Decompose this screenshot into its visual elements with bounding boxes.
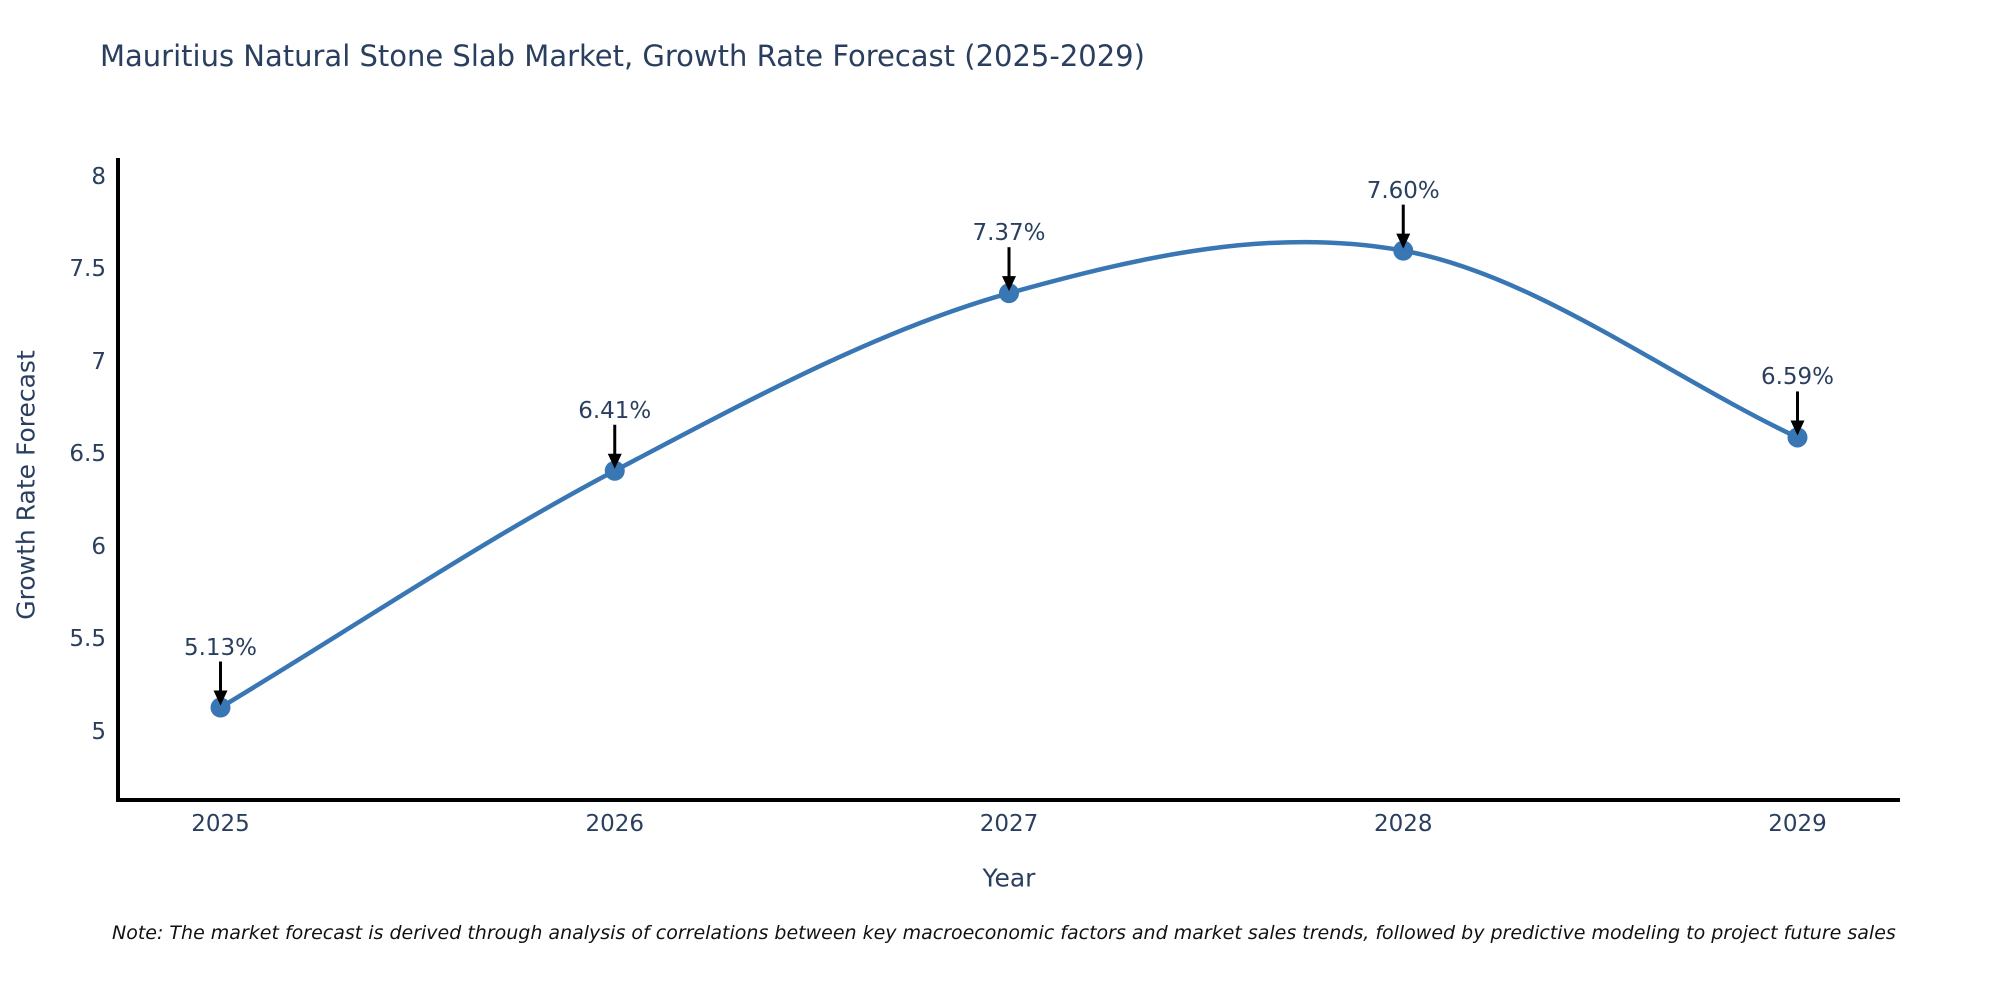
forecast-line <box>218 239 1800 710</box>
x-tick-label: 2028 <box>1373 811 1433 837</box>
point-value-label: 7.60% <box>1366 177 1440 204</box>
y-tick-label: 8 <box>91 163 106 190</box>
x-axis-title: Year <box>982 863 1036 893</box>
x-tick-label: 2025 <box>191 811 250 837</box>
point-value-label: 5.13% <box>183 634 258 661</box>
chart-title: Mauritius Natural Stone Slab Market, Gro… <box>100 39 1145 73</box>
point-value-label: 6.41% <box>578 397 652 424</box>
x-tick-label: 2026 <box>585 811 645 837</box>
y-tick-label: 5.5 <box>69 626 106 653</box>
annotation-arrow-head <box>1002 276 1016 292</box>
y-tick-label: 7 <box>91 348 106 375</box>
y-tick-label: 6 <box>91 533 106 560</box>
point-value-label: 6.59% <box>1760 364 1835 391</box>
annotation-arrow-head <box>607 453 622 469</box>
data-point-marker <box>1393 240 1414 261</box>
y-tick-label: 6.5 <box>69 441 106 468</box>
data-point-marker <box>1787 427 1808 448</box>
data-point-marker <box>210 697 231 718</box>
y-tick-label: 5 <box>91 718 106 745</box>
point-value-label: 7.37% <box>972 220 1046 247</box>
data-point-marker <box>604 460 625 481</box>
y-tick-label: 7.5 <box>69 256 106 283</box>
x-tick-label: 2029 <box>1768 811 1827 837</box>
x-tick-label: 2027 <box>979 811 1039 837</box>
annotation-arrow-head <box>1396 233 1411 249</box>
annotation-arrow-head <box>213 690 228 706</box>
footnote: Note: The market forecast is derived thr… <box>112 922 1896 944</box>
data-point-marker <box>999 283 1019 304</box>
annotation-arrow-head <box>1790 420 1805 436</box>
